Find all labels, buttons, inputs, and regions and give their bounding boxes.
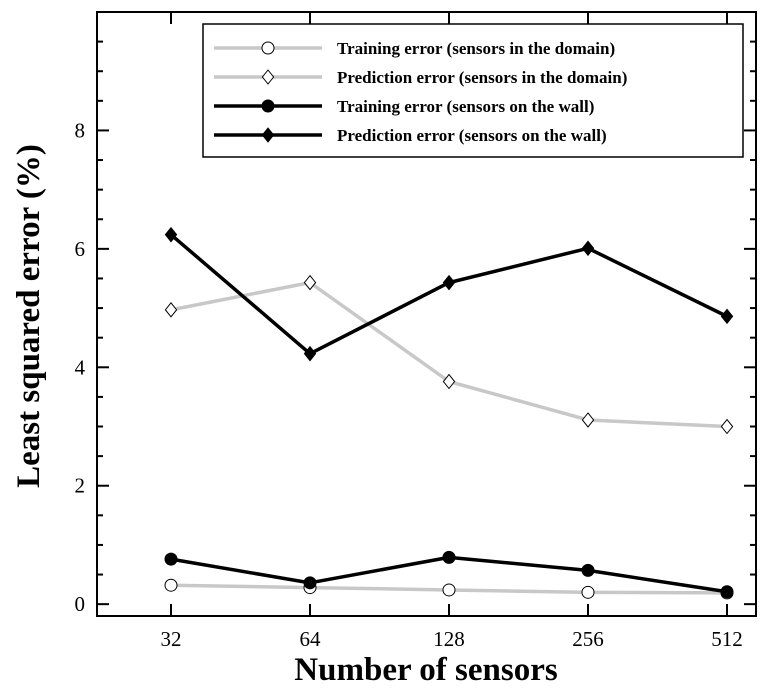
data-point-diamond [164,302,178,318]
series-4 [164,226,734,362]
series-3 [164,550,734,599]
data-point-circle [442,583,456,597]
axis-ticks [97,12,756,616]
data-point-diamond [720,308,734,325]
data-point-diamond [303,345,317,362]
legend-label: Prediction error (sensors in the domain) [337,68,627,87]
x-tick-label: 32 [161,627,182,651]
series-2 [164,274,734,435]
data-point-diamond [442,373,456,390]
legend: Training error (sensors in the domain) Pr… [202,23,744,158]
legend-label: Training error (sensors on the wall) [337,97,594,116]
x-tick-label: 256 [572,627,604,651]
legend-label: Prediction error (sensors on the wall) [337,126,607,145]
data-point-circle [164,578,178,592]
legend-item: Training error (sensors in the domain) [214,39,615,58]
data-point-diamond [720,418,734,435]
data-point-circle [303,576,317,590]
data-point-circle [442,550,456,564]
x-axis-label: Number of sensors [294,652,558,688]
legend-label: Training error (sensors in the domain) [337,39,615,58]
plot-frame [96,11,757,617]
legend-item: Training error (sensors on the wall) [214,97,594,116]
y-tick-label: 8 [75,118,86,142]
legend-swatch-marker [261,69,275,85]
series-1 [164,578,734,600]
data-point-circle [164,552,178,566]
data-point-diamond [164,226,178,243]
data-point-diamond [303,274,317,291]
legend-item: Prediction error (sensors on the wall) [214,126,607,145]
series-layer [164,226,734,600]
data-point-circle [581,563,595,577]
data-point-diamond [442,274,456,291]
y-tick-labels: 0 2 4 6 8 [75,118,86,616]
x-tick-label: 64 [300,627,322,651]
legend-item: Prediction error (sensors in the domain) [214,68,627,87]
y-tick-label: 6 [75,237,86,261]
data-point-circle [581,585,595,599]
legend-swatch-marker [261,99,275,113]
legend-swatch-marker [261,41,275,55]
data-point-diamond [581,412,595,428]
y-axis-label: Least squared error (%) [11,144,47,488]
y-tick-label: 0 [75,592,86,616]
x-tick-label: 128 [433,627,465,651]
y-tick-label: 2 [75,474,86,498]
x-tick-label: 512 [711,627,743,651]
x-tick-labels: 32 64 128 256 512 [161,627,743,651]
data-point-diamond [581,240,595,257]
y-tick-label: 4 [75,355,86,379]
data-point-circle [720,585,734,599]
legend-swatch-marker [261,127,275,143]
